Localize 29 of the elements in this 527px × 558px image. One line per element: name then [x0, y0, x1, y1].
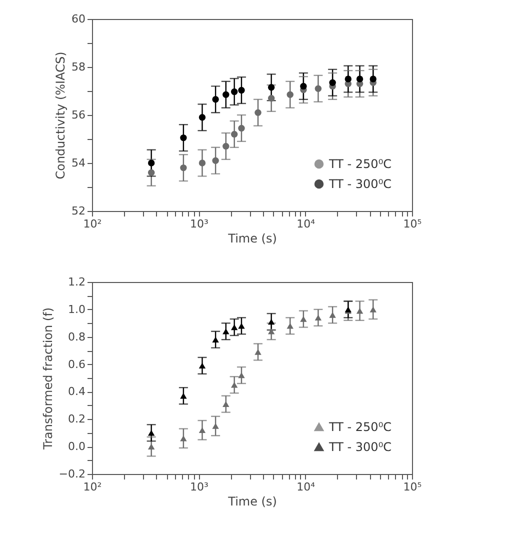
y-tick-label: 0.4: [68, 385, 86, 398]
y-tick-label: 56: [72, 108, 86, 122]
x-tick-label: 10⁵: [403, 480, 422, 494]
y-tick-label: 52: [72, 204, 86, 218]
y-tick-label: 0.8: [68, 330, 86, 344]
x-axis-title: Time (s): [227, 494, 277, 508]
x-tick-label: 10²: [83, 480, 102, 494]
y-tick-label: −0.2: [58, 468, 86, 480]
y-tick-label: 54: [72, 156, 86, 170]
x-tick-label: 10⁴: [296, 480, 316, 494]
y-tick-label: 1.0: [68, 302, 86, 316]
x-tick-label: 10⁴: [296, 218, 316, 230]
y-tick-label: 60: [72, 12, 86, 26]
y-tick-label: 58: [72, 60, 86, 74]
legend-label: TT - 300⁰C: [328, 440, 392, 454]
y-tick-label: 0.6: [68, 358, 86, 371]
y-tick-label: 0.0: [68, 440, 86, 454]
y-axis-title: Transformed fraction (f): [40, 307, 55, 451]
x-tick-label: 10⁵: [403, 218, 422, 230]
y-tick-label: 0.2: [68, 412, 86, 426]
y-tick-label: 1.2: [68, 276, 86, 288]
x-tick-label: 10²: [83, 218, 102, 230]
legend-label: TT - 250⁰C: [328, 420, 392, 434]
legend-label: TT - 300⁰C: [328, 177, 392, 191]
legend-label: TT - 250⁰C: [328, 157, 392, 171]
x-tick-label: 10³: [190, 480, 208, 494]
x-axis-title: Time (s): [227, 232, 277, 246]
y-axis-title: Conductivity (%IACS): [54, 52, 68, 180]
x-tick-label: 10³: [190, 218, 208, 230]
